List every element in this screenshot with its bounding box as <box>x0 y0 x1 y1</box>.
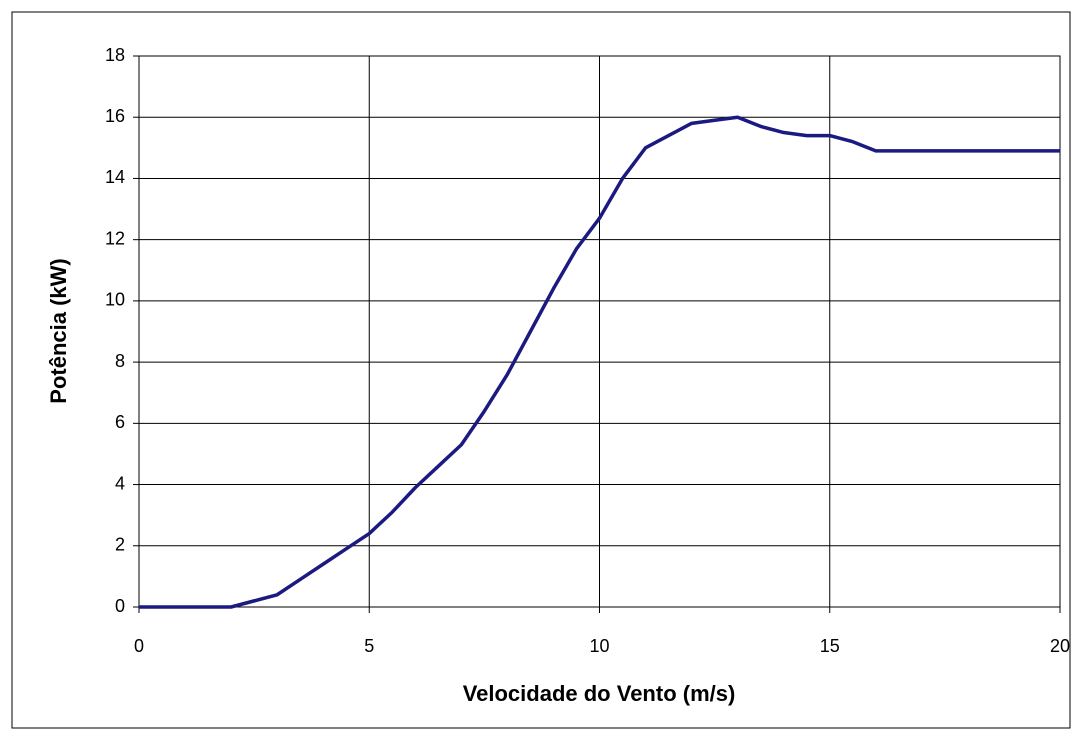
y-tick-label: 4 <box>115 473 125 493</box>
y-tick-label: 10 <box>105 290 125 310</box>
x-axis-title: Velocidade do Vento (m/s) <box>463 681 736 706</box>
y-tick-label: 16 <box>105 106 125 126</box>
chart-frame <box>11 11 1071 729</box>
y-tick-label: 18 <box>105 45 125 65</box>
x-tick-label: 15 <box>820 636 840 656</box>
data-line <box>139 115 1060 609</box>
plot-area <box>138 55 1061 608</box>
y-axis-title: Potência (kW) <box>46 258 71 403</box>
y-tick-label: 6 <box>115 412 125 432</box>
x-tick-label: 5 <box>364 636 374 656</box>
x-tick-label: 10 <box>589 636 609 656</box>
y-tick-label: 12 <box>105 228 125 248</box>
x-tick-label: 0 <box>134 636 144 656</box>
y-tick-label: 2 <box>115 535 125 555</box>
y-tick-label: 14 <box>105 167 125 187</box>
y-tick-label: 0 <box>115 596 125 616</box>
y-tick-label: 8 <box>115 351 125 371</box>
x-tick-label: 20 <box>1050 636 1070 656</box>
